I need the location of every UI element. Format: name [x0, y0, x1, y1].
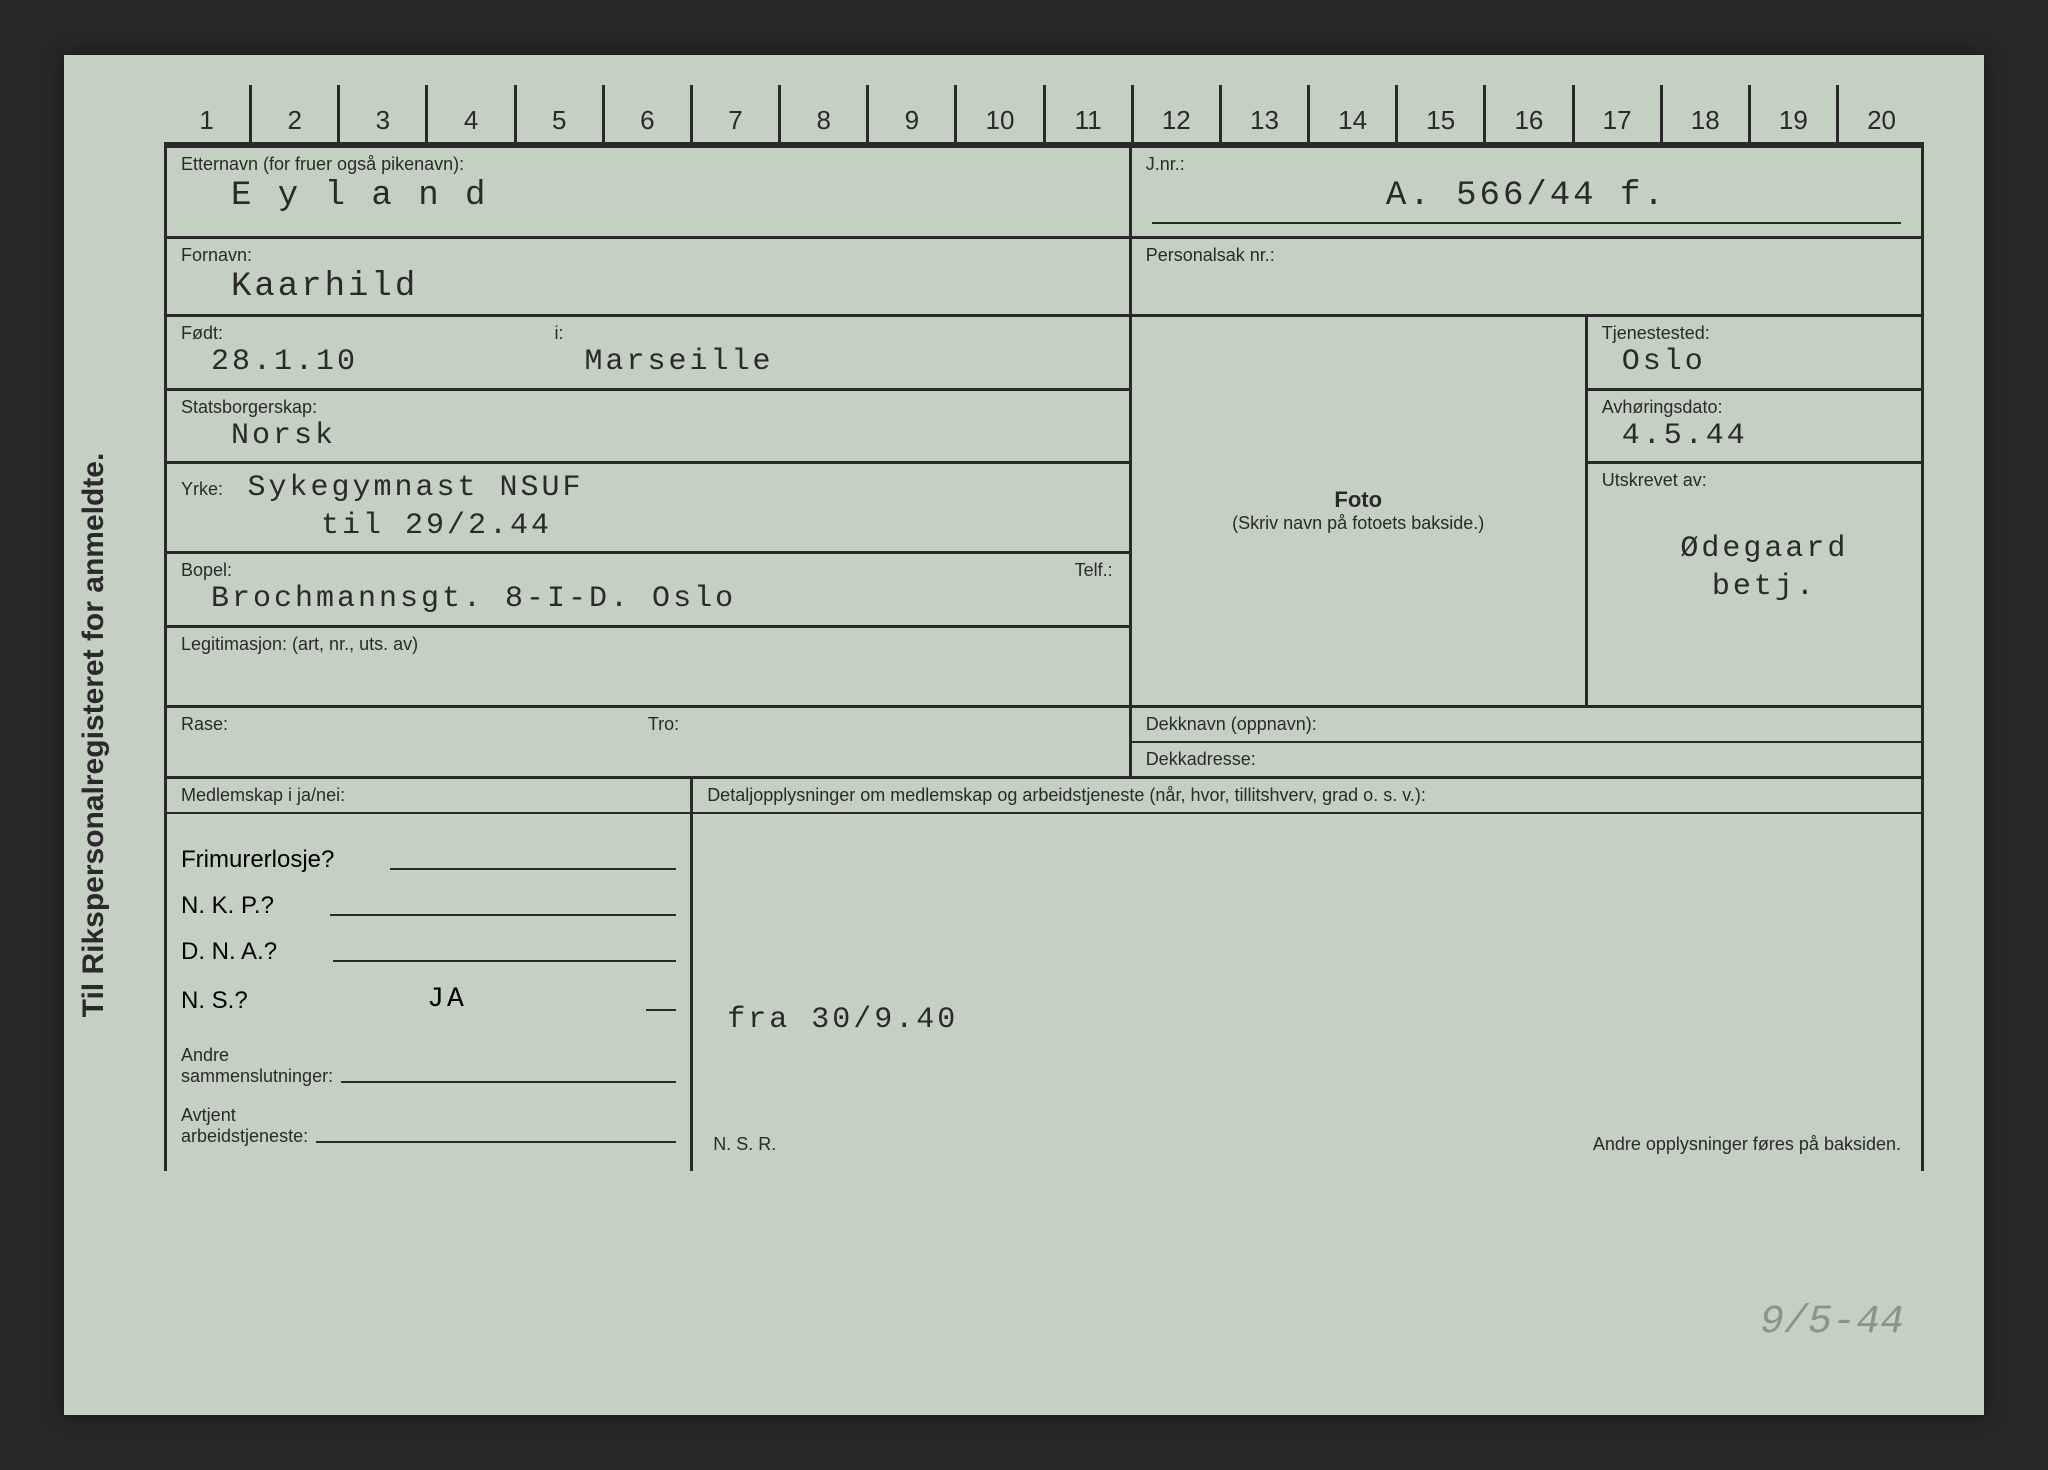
- field-etternavn: Etternavn (for fruer også pikenavn): E y…: [167, 148, 1132, 239]
- ruler-tick: 16: [1483, 85, 1571, 142]
- label-rase: Rase:: [181, 714, 648, 735]
- label-tro: Tro:: [648, 714, 1115, 735]
- ruler-tick: 2: [249, 85, 337, 142]
- label-tjenestested: Tjenestested:: [1602, 323, 1907, 344]
- label-foto: Foto: [1334, 487, 1382, 513]
- value-etternavn: E y l a n d: [181, 175, 1115, 218]
- value-utskrevet-2: betj.: [1602, 569, 1907, 607]
- row-nkp: N. K. P.?: [181, 892, 676, 920]
- row-avtjent: Avtjent arbeidstjeneste:: [181, 1105, 676, 1147]
- value-jnr: A. 566/44 f.: [1152, 175, 1901, 218]
- label-dekknavn: Dekknavn (oppnavn):: [1146, 714, 1907, 735]
- ruler-tick: 12: [1131, 85, 1219, 142]
- label-avhoringsdato: Avhøringsdato:: [1602, 397, 1907, 418]
- label-andre-oppl: Andre opplysninger føres på baksiden.: [1593, 1134, 1901, 1155]
- label-avtjent-1: Avtjent: [181, 1105, 308, 1126]
- label-foto-sub: (Skriv navn på fotoets bakside.): [1232, 513, 1484, 534]
- ruler-tick: 11: [1043, 85, 1131, 142]
- label-nkp: N. K. P.?: [181, 892, 274, 920]
- value-bopel: Brochmannsgt. 8-I-D. Oslo: [181, 581, 1115, 619]
- ruler-tick: 3: [337, 85, 425, 142]
- value-fodt: 28.1.10: [181, 344, 554, 382]
- ruler-tick: 17: [1572, 85, 1660, 142]
- ruler-tick: 14: [1307, 85, 1395, 142]
- row-frimurer: Frimurerlosje?: [181, 846, 676, 874]
- label-fodt-i: i:: [554, 323, 1114, 344]
- value-avhoringsdato: 4.5.44: [1602, 418, 1907, 456]
- field-fornavn: Fornavn: Kaarhild: [167, 239, 1132, 318]
- value-fornavn: Kaarhild: [181, 266, 1115, 309]
- label-legitimasjon: Legitimasjon: (art, nr., uts. av): [181, 634, 1115, 655]
- row-andre-sammen: Andre sammenslutninger:: [181, 1045, 676, 1087]
- label-bopel: Bopel:: [181, 560, 232, 580]
- ruler-tick: 8: [778, 85, 866, 142]
- ruler-tick: 6: [602, 85, 690, 142]
- label-etternavn: Etternavn (for fruer også pikenavn):: [181, 154, 1115, 175]
- ruler-tick: 5: [514, 85, 602, 142]
- value-utskrevet-1: Ødegaard: [1602, 531, 1907, 569]
- label-fornavn: Fornavn:: [181, 245, 1115, 266]
- row-ns: N. S.? JA: [181, 984, 676, 1015]
- side-label: Til Rikspersonalregisteret for anmeldte.: [77, 453, 111, 1018]
- field-jnr: J.nr.: A. 566/44 f.: [1132, 148, 1921, 239]
- label-avtjent-2: arbeidstjeneste:: [181, 1126, 308, 1147]
- value-yrke-1: Sykegymnast NSUF: [227, 471, 583, 505]
- label-yrke: Yrke:: [181, 479, 223, 499]
- label-ns: N. S.?: [181, 987, 248, 1015]
- label-dekkadresse: Dekkadresse:: [1146, 749, 1907, 770]
- label-andre-sammen-2: sammenslutninger:: [181, 1066, 333, 1087]
- label-medlemskap: Medlemskap i ja/nei:: [181, 785, 676, 806]
- label-statsborgerskap: Statsborgerskap:: [181, 397, 1115, 418]
- ruler-tick: 18: [1660, 85, 1748, 142]
- field-personalsak: Personalsak nr.:: [1132, 239, 1921, 318]
- value-tjenestested: Oslo: [1602, 344, 1907, 382]
- label-nsr: N. S. R.: [713, 1134, 776, 1155]
- label-fodt: Født:: [181, 323, 554, 344]
- ruler-tick: 4: [425, 85, 513, 142]
- label-dna: D. N. A.?: [181, 938, 277, 966]
- ruler-tick: 1: [164, 85, 249, 142]
- ruler-tick: 13: [1219, 85, 1307, 142]
- label-personalsak: Personalsak nr.:: [1146, 245, 1907, 266]
- label-frimurer: Frimurerlosje?: [181, 846, 334, 874]
- field-foto: Foto (Skriv navn på fotoets bakside.): [1132, 317, 1588, 708]
- value-fodt-i: Marseille: [554, 344, 1114, 382]
- row-dna: D. N. A.?: [181, 938, 676, 966]
- value-ns: JA: [256, 984, 638, 1015]
- label-jnr: J.nr.:: [1146, 154, 1907, 175]
- label-andre-sammen-1: Andre: [181, 1045, 333, 1066]
- ruler-tick: 15: [1395, 85, 1483, 142]
- label-utskrevet: Utskrevet av:: [1602, 470, 1907, 491]
- ruler-tick: 19: [1748, 85, 1836, 142]
- value-statsborgerskap: Norsk: [181, 418, 1115, 456]
- form-body: Etternavn (for fruer også pikenavn): E y…: [164, 145, 1924, 1171]
- handwritten-date: 9/5-44: [1760, 1300, 1904, 1345]
- ruler-tick: 7: [690, 85, 778, 142]
- value-detalj-ns: fra 30/9.40: [707, 1002, 1907, 1040]
- ruler: 1 2 3 4 5 6 7 8 9 10 11 12 13 14 15 16 1…: [164, 85, 1924, 145]
- label-detalj: Detaljopplysninger om medlemskap og arbe…: [707, 785, 1907, 806]
- registration-card: Til Rikspersonalregisteret for anmeldte.…: [64, 55, 1984, 1415]
- label-telf: Telf.:: [1075, 560, 1113, 581]
- ruler-tick: 9: [866, 85, 954, 142]
- ruler-tick: 20: [1836, 85, 1924, 142]
- ruler-tick: 10: [954, 85, 1042, 142]
- value-yrke-2: til 29/2.44: [181, 508, 1115, 546]
